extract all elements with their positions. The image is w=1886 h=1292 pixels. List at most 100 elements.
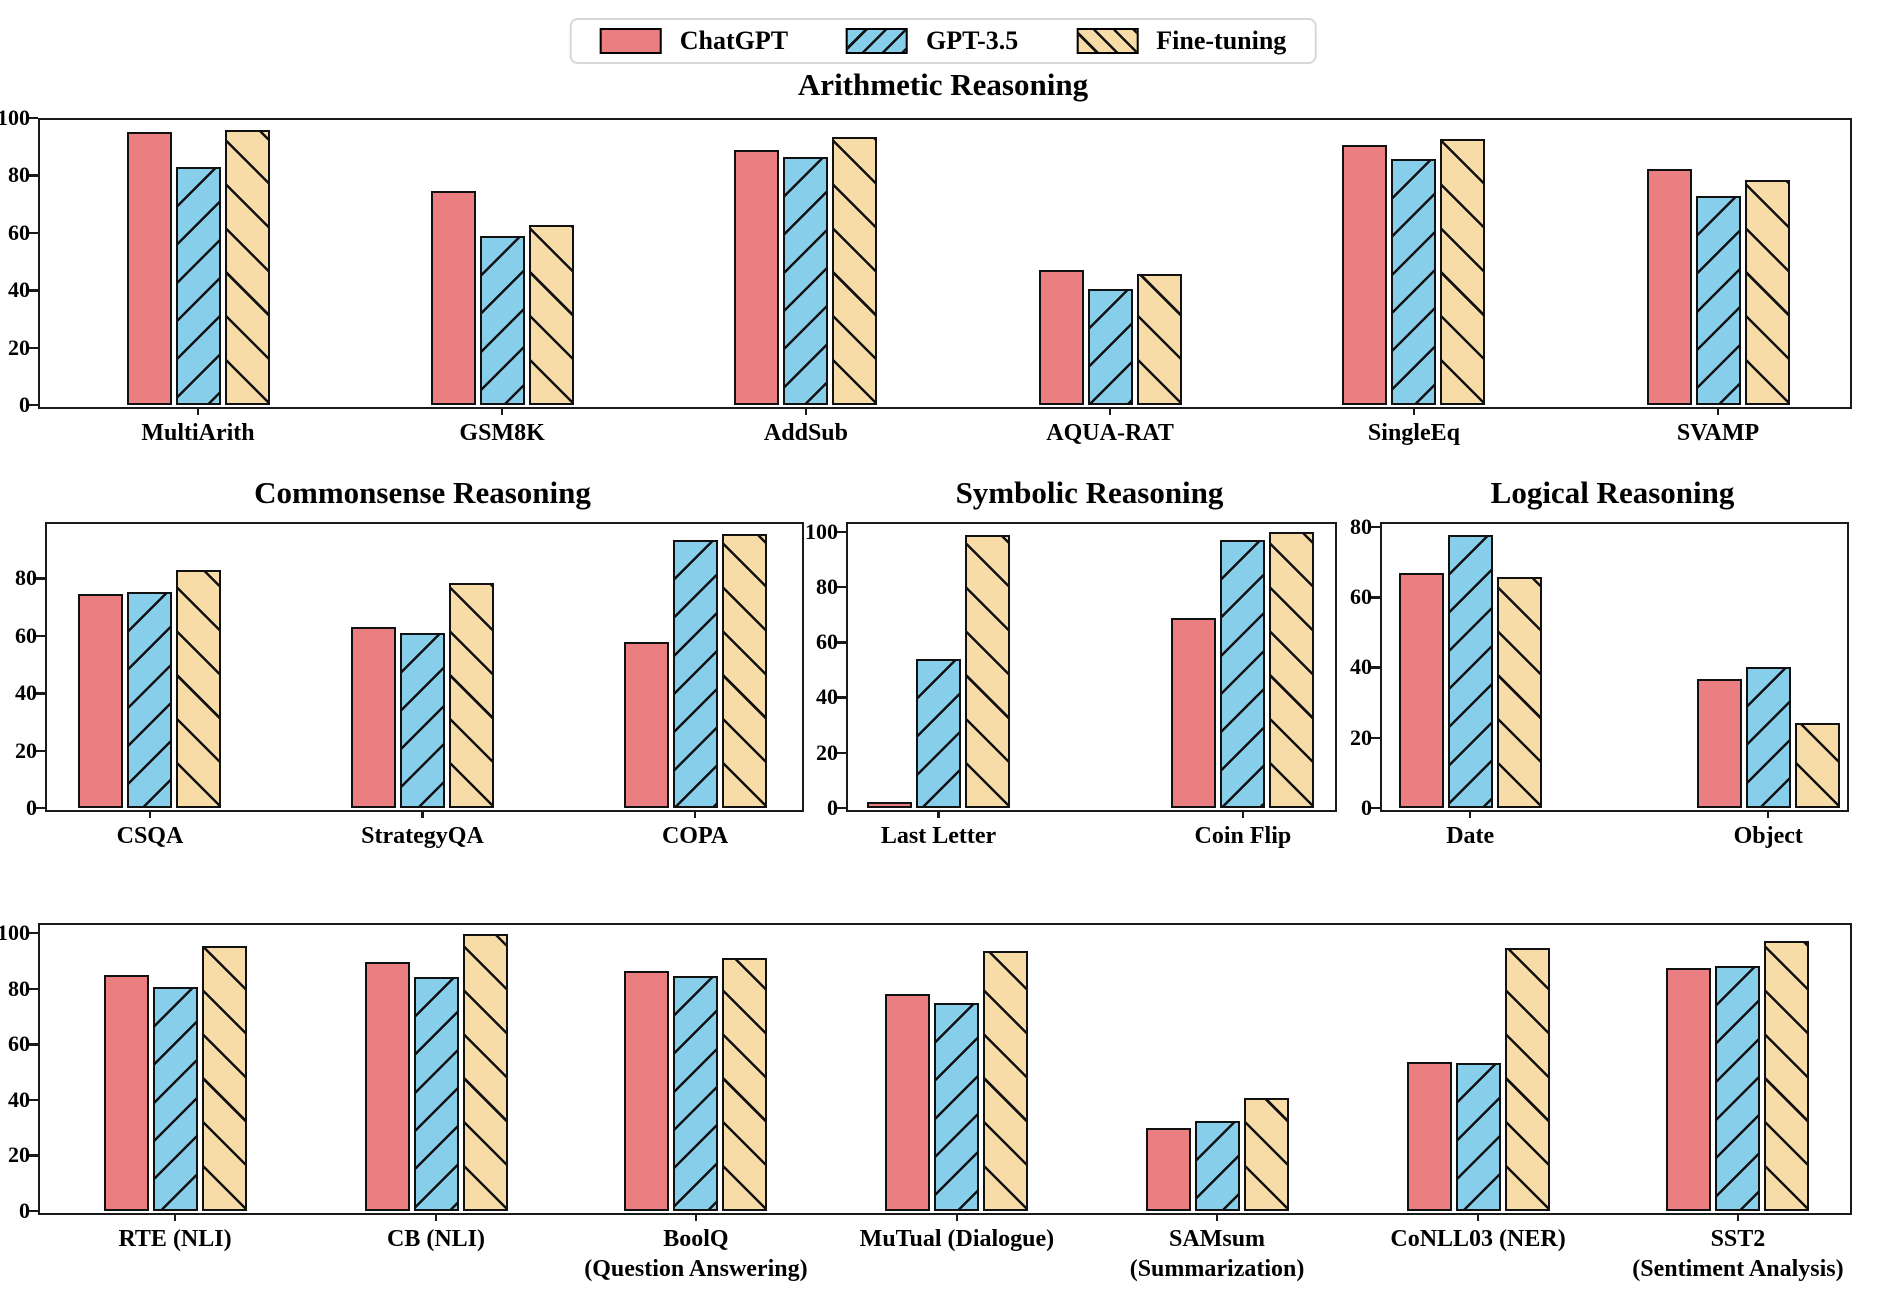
ytick-label-logical-40: 40 <box>1350 654 1372 680</box>
legend-label-finetuning: Fine-tuning <box>1156 26 1287 55</box>
ytick-label-arithmetic-20: 20 <box>8 334 30 360</box>
ytick-mark-symbolic-60 <box>837 641 846 644</box>
ytick-mark-nlp-tasks-20 <box>29 1154 38 1157</box>
xlabel-nlp-tasks-1: CB (NLI) <box>387 1226 486 1252</box>
bar-arithmetic-SVAMP-ChatGPT <box>1646 168 1692 405</box>
xtick-mark-arithmetic-2 <box>804 407 808 415</box>
bar-arithmetic-MultiArith-ChatGPT <box>126 131 172 405</box>
bar-nlp-tasks-BoolQ-GPT-3.5 <box>673 976 719 1211</box>
ytick-label-arithmetic-80: 80 <box>8 162 30 188</box>
xlabel-arithmetic-4: SingleEq <box>1367 420 1460 446</box>
ytick-label-logical-20: 20 <box>1350 724 1372 750</box>
ytick-mark-nlp-tasks-0 <box>29 1210 38 1213</box>
bar-commonsense-COPA-Fine-tuning <box>721 534 767 808</box>
legend-swatch-gpt35-icon <box>846 28 909 54</box>
legend-label-chatgpt: ChatGPT <box>679 26 789 55</box>
ytick-mark-commonsense-0 <box>36 807 45 810</box>
bar-logical-Object-GPT-3.5 <box>1745 667 1791 808</box>
xlabel-logical-1: Object <box>1733 823 1803 849</box>
xlabel-nlp-tasks-0: RTE (NLI) <box>118 1226 232 1252</box>
ytick-label-arithmetic-40: 40 <box>8 277 30 303</box>
xlabel-nlp-tasks-6: SST2 (Sentiment Analysis) <box>1553 1224 1886 1284</box>
ytick-label-commonsense-60: 60 <box>15 622 37 648</box>
bar-logical-Object-ChatGPT <box>1696 679 1742 808</box>
ytick-label-symbolic-60: 60 <box>816 629 838 655</box>
ytick-mark-logical-40 <box>1371 666 1380 669</box>
xlabel-nlp-tasks-4: SAMsum (Summarization) <box>1032 1224 1402 1284</box>
bar-arithmetic-GSM8K-Fine-tuning <box>528 225 574 405</box>
bar-nlp-tasks-CB (NLI)-Fine-tuning <box>462 933 508 1211</box>
ytick-label-logical-60: 60 <box>1350 584 1372 610</box>
xtick-mark-logical-1 <box>1767 810 1770 818</box>
ytick-mark-symbolic-0 <box>837 807 846 810</box>
xlabel-commonsense-0: CSQA <box>116 823 184 849</box>
ytick-mark-arithmetic-60 <box>29 231 38 235</box>
bar-symbolic-Last Letter-ChatGPT <box>867 801 913 808</box>
ytick-label-commonsense-0: 0 <box>26 795 37 820</box>
ytick-label-arithmetic-100: 100 <box>0 105 30 130</box>
bar-commonsense-StrategyQA-Fine-tuning <box>449 582 494 808</box>
xlabel-symbolic-1: Coin Flip <box>1194 823 1292 849</box>
xtick-mark-nlp-tasks-1 <box>434 1213 438 1221</box>
bar-nlp-tasks-RTE (NLI)-GPT-3.5 <box>152 987 198 1211</box>
legend-item-gpt35: GPT-3.5 <box>846 28 1018 54</box>
bar-nlp-tasks-CoNLL03 (NER)-GPT-3.5 <box>1455 1063 1501 1211</box>
bar-logical-Date-GPT-3.5 <box>1447 535 1493 808</box>
ytick-mark-arithmetic-0 <box>29 404 38 407</box>
bar-arithmetic-AQUA-RAT-Fine-tuning <box>1136 274 1182 405</box>
ytick-mark-symbolic-20 <box>837 751 846 755</box>
bar-nlp-tasks-BoolQ-Fine-tuning <box>722 958 768 1211</box>
ytick-mark-nlp-tasks-100 <box>29 932 38 935</box>
ytick-mark-logical-0 <box>1371 807 1380 810</box>
ytick-mark-nlp-tasks-40 <box>29 1098 38 1102</box>
bar-nlp-tasks-SAMsum-ChatGPT <box>1145 1127 1191 1211</box>
bar-commonsense-CSQA-Fine-tuning <box>176 569 222 808</box>
bar-symbolic-Last Letter-Fine-tuning <box>965 534 1011 808</box>
ytick-mark-symbolic-100 <box>837 530 846 534</box>
xtick-mark-arithmetic-0 <box>196 407 200 415</box>
bar-logical-Date-Fine-tuning <box>1496 577 1542 808</box>
xlabel-arithmetic-2: AddSub <box>763 420 848 446</box>
bar-symbolic-Last Letter-GPT-3.5 <box>916 659 962 808</box>
bar-nlp-tasks-SST2-Fine-tuning <box>1764 941 1810 1211</box>
xlabel-logical-0: Date <box>1446 823 1495 849</box>
bar-nlp-tasks-RTE (NLI)-ChatGPT <box>103 974 149 1211</box>
xsublabel-nlp-tasks-6: (Sentiment Analysis) <box>1632 1256 1844 1282</box>
ytick-mark-arithmetic-100 <box>29 117 38 120</box>
ytick-mark-symbolic-80 <box>837 585 846 589</box>
ytick-label-nlp-tasks-100: 100 <box>0 920 30 945</box>
xlabel-nlp-tasks-2: BoolQ (Question Answering) <box>511 1224 881 1284</box>
ytick-label-symbolic-20: 20 <box>816 739 838 765</box>
bar-arithmetic-AddSub-ChatGPT <box>734 149 780 405</box>
xtick-mark-commonsense-2 <box>693 810 697 818</box>
ytick-mark-commonsense-60 <box>36 634 45 638</box>
ytick-label-commonsense-20: 20 <box>15 737 37 763</box>
xlabel-arithmetic-1: GSM8K <box>459 420 545 446</box>
bar-nlp-tasks-CB (NLI)-ChatGPT <box>364 962 410 1211</box>
bar-nlp-tasks-SAMsum-GPT-3.5 <box>1194 1120 1240 1211</box>
ytick-label-nlp-tasks-60: 60 <box>8 1031 30 1057</box>
xtick-mark-arithmetic-3 <box>1108 407 1112 415</box>
ytick-mark-commonsense-20 <box>36 749 45 752</box>
bar-nlp-tasks-BoolQ-ChatGPT <box>624 970 670 1211</box>
ytick-label-nlp-tasks-40: 40 <box>8 1086 30 1112</box>
legend-swatch-chatgpt-icon <box>599 28 662 54</box>
xtick-mark-symbolic-1 <box>1241 810 1245 818</box>
ytick-mark-logical-20 <box>1371 736 1380 740</box>
bar-logical-Object-Fine-tuning <box>1794 722 1840 808</box>
bar-arithmetic-GSM8K-ChatGPT <box>430 190 476 405</box>
title-arithmetic-reasoning: Arithmetic Reasoning <box>797 67 1089 102</box>
bar-arithmetic-SingleEq-GPT-3.5 <box>1391 159 1437 405</box>
bar-commonsense-COPA-GPT-3.5 <box>672 540 718 808</box>
bar-arithmetic-SVAMP-Fine-tuning <box>1744 179 1790 405</box>
bar-logical-Date-ChatGPT <box>1398 572 1444 808</box>
ytick-mark-nlp-tasks-80 <box>29 987 38 990</box>
xtick-mark-commonsense-0 <box>148 810 152 818</box>
xtick-mark-nlp-tasks-2 <box>694 1213 698 1221</box>
bar-nlp-tasks-SST2-GPT-3.5 <box>1715 965 1761 1211</box>
legend: ChatGPT GPT-3.5 Fine-tuning <box>569 18 1317 64</box>
legend-swatch-finetuning-icon <box>1076 28 1139 54</box>
xtick-mark-arithmetic-5 <box>1716 407 1720 415</box>
bar-arithmetic-SingleEq-ChatGPT <box>1342 144 1388 405</box>
